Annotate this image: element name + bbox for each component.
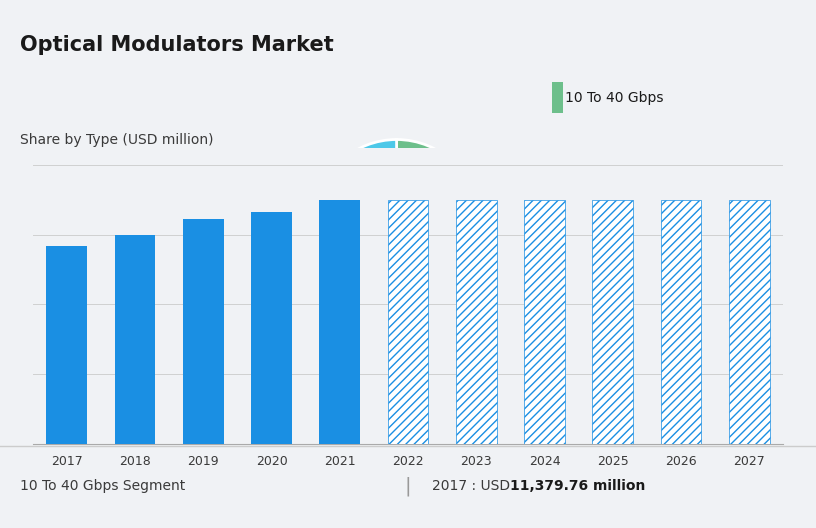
- Bar: [456, 200, 497, 444]
- Bar: [319, 200, 360, 444]
- Wedge shape: [340, 139, 397, 187]
- Bar: [552, 206, 563, 237]
- Text: 40 Gbps And Above: 40 Gbps And Above: [565, 215, 702, 229]
- Bar: [524, 200, 565, 444]
- Bar: [251, 212, 292, 444]
- Bar: [47, 246, 87, 444]
- Wedge shape: [397, 139, 479, 304]
- Text: |: |: [405, 476, 411, 495]
- Wedge shape: [314, 162, 397, 304]
- Text: Less Than 10 Gbps: Less Than 10 Gbps: [565, 339, 696, 353]
- Text: Share by Type (USD million): Share by Type (USD million): [20, 133, 214, 147]
- Text: Optical Modulators Market: Optical Modulators Market: [20, 35, 334, 55]
- Bar: [552, 331, 563, 362]
- Bar: [114, 235, 156, 444]
- Text: 2017 : USD: 2017 : USD: [432, 479, 515, 493]
- Text: 10 To 40 Gbps: 10 To 40 Gbps: [565, 91, 663, 105]
- Bar: [660, 200, 702, 444]
- Bar: [592, 200, 633, 444]
- Bar: [552, 82, 563, 113]
- Text: 11,379.76 million: 11,379.76 million: [510, 479, 645, 493]
- Bar: [729, 200, 769, 444]
- Text: 10 To 40 Gbps Segment: 10 To 40 Gbps Segment: [20, 479, 186, 493]
- Bar: [388, 200, 428, 444]
- Bar: [183, 219, 224, 444]
